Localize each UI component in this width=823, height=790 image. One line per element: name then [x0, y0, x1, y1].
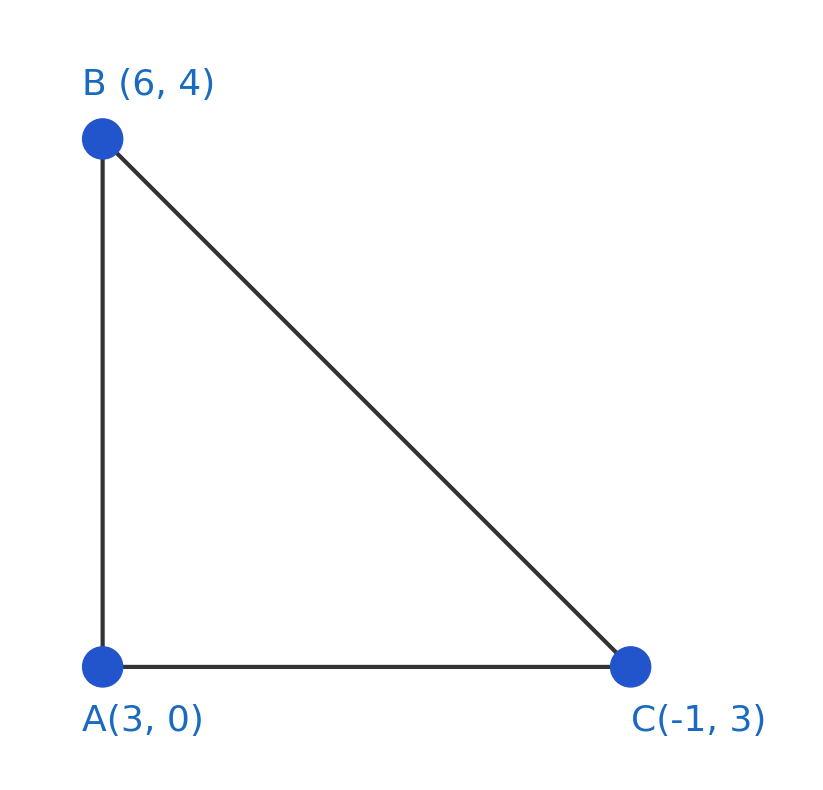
Circle shape — [82, 118, 123, 159]
Circle shape — [611, 647, 651, 687]
Circle shape — [82, 647, 123, 687]
Text: B (6, 4): B (6, 4) — [81, 68, 215, 102]
Text: A(3, 0): A(3, 0) — [81, 704, 203, 738]
Text: C(-1, 3): C(-1, 3) — [630, 704, 766, 738]
